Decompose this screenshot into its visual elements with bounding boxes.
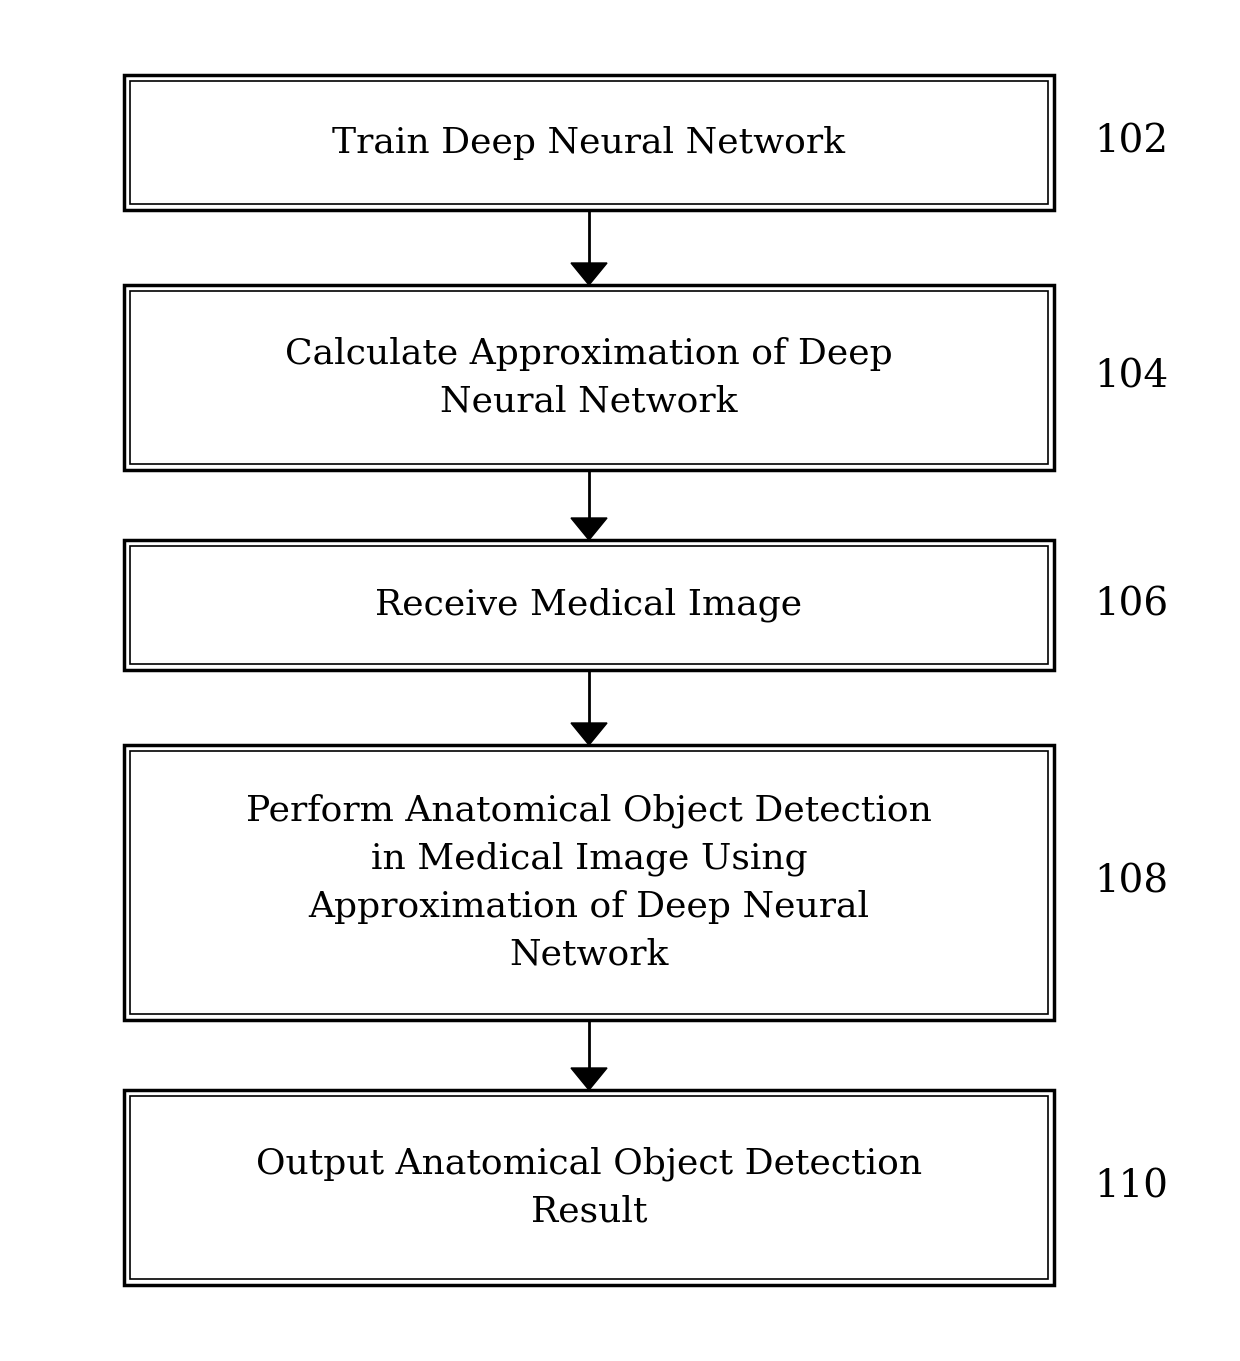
- Text: 108: 108: [1094, 863, 1168, 901]
- Polygon shape: [570, 1068, 608, 1090]
- Polygon shape: [570, 723, 608, 744]
- Text: 102: 102: [1094, 124, 1168, 161]
- Bar: [124, 540, 1054, 670]
- Text: Receive Medical Image: Receive Medical Image: [376, 588, 802, 622]
- Bar: [124, 75, 1054, 210]
- Bar: [130, 546, 1048, 664]
- Text: 110: 110: [1094, 1169, 1168, 1206]
- Polygon shape: [570, 519, 608, 540]
- Bar: [124, 1090, 1054, 1285]
- Bar: [130, 291, 1048, 464]
- Text: Calculate Approximation of Deep
Neural Network: Calculate Approximation of Deep Neural N…: [285, 336, 893, 418]
- Bar: [124, 744, 1054, 1019]
- Text: 104: 104: [1094, 358, 1168, 396]
- Polygon shape: [570, 263, 608, 284]
- Bar: [130, 751, 1048, 1014]
- Bar: [130, 1096, 1048, 1279]
- Bar: [130, 82, 1048, 204]
- Text: 106: 106: [1094, 587, 1168, 623]
- Bar: [124, 284, 1054, 470]
- Text: Output Anatomical Object Detection
Result: Output Anatomical Object Detection Resul…: [255, 1146, 923, 1229]
- Text: Train Deep Neural Network: Train Deep Neural Network: [332, 125, 846, 159]
- Text: Perform Anatomical Object Detection
in Medical Image Using
Approximation of Deep: Perform Anatomical Object Detection in M…: [246, 793, 932, 972]
